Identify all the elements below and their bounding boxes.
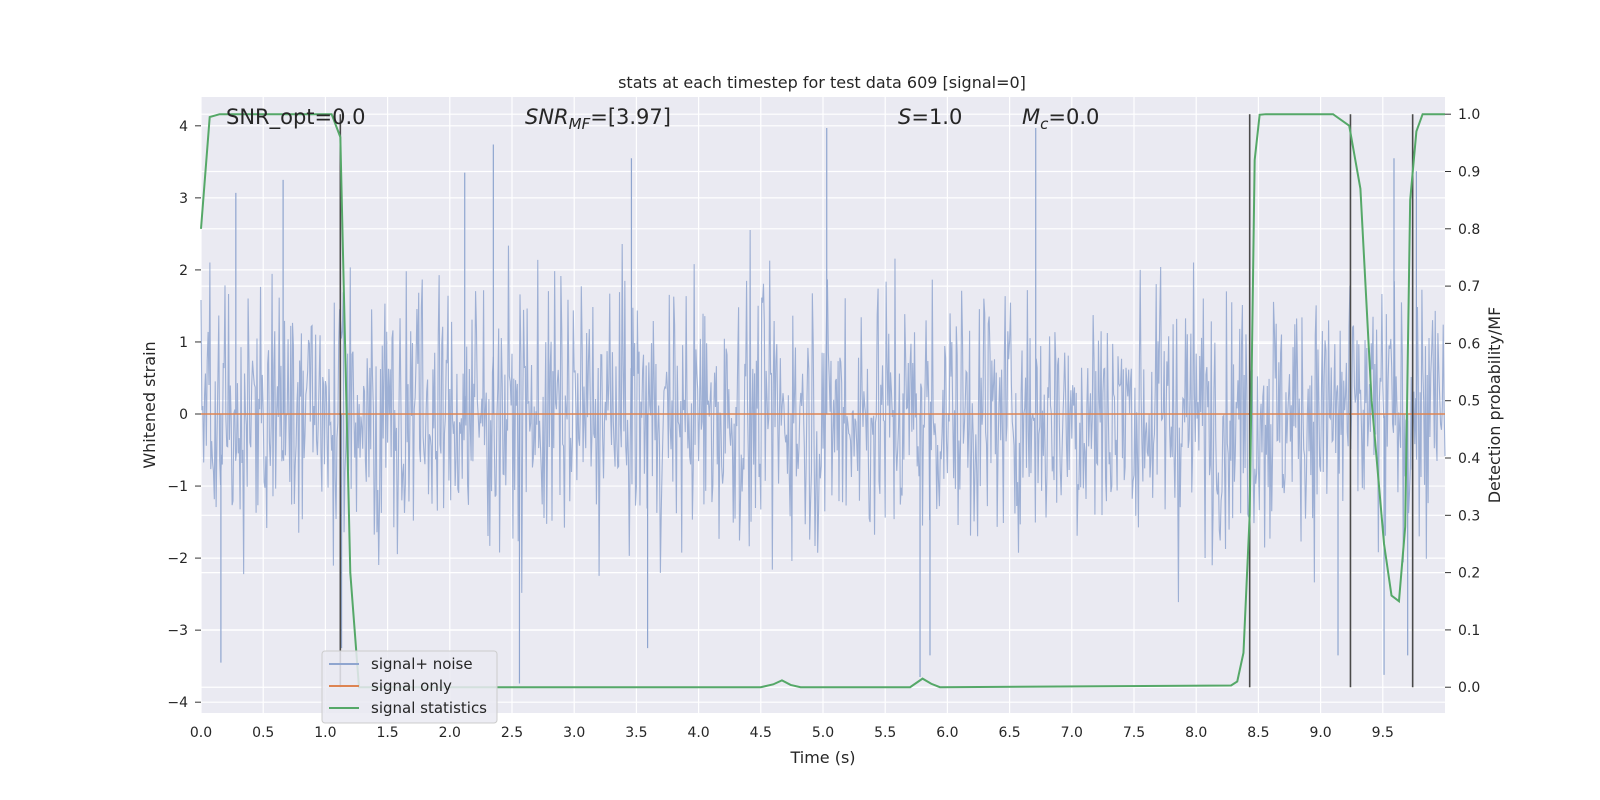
y-axis-ticks: 4 3 2 1 0 −1 −2 −3 −4 (167, 119, 201, 711)
x-tick-label: 2.5 (501, 725, 523, 741)
mc-annotation: Mc=0.0 (1022, 105, 1099, 133)
y2-tick-label: 0.6 (1458, 336, 1480, 352)
y2-axis-ticks: 1.0 0.9 0.8 0.7 0.6 0.5 0.4 0.3 0.2 0.1 0.0 (1445, 107, 1480, 696)
x-tick-label: 2.0 (439, 725, 461, 741)
y2-axis-label: Detection probability/MF (1485, 307, 1504, 504)
mc-value: =0.0 (1048, 105, 1099, 129)
y2-tick-label: 0.2 (1458, 566, 1480, 582)
y-tick-label: −1 (167, 479, 188, 495)
y2-tick-label: 1.0 (1458, 107, 1480, 123)
threshold-lines (339, 114, 1414, 688)
s-main: S (898, 105, 911, 129)
legend-box (321, 650, 498, 724)
y2-tick-label: 0.5 (1458, 394, 1480, 410)
x-tick-label: 7.5 (1123, 725, 1145, 741)
x-tick-label: 8.0 (1185, 725, 1207, 741)
x-tick-label: 7.0 (1061, 725, 1083, 741)
s-annotation: S=1.0 (898, 105, 962, 129)
x-tick-label: 3.0 (563, 725, 585, 741)
y2-tick-label: 0.9 (1458, 164, 1480, 180)
x-tick-label: 8.5 (1247, 725, 1269, 741)
y-tick-label: 2 (179, 263, 188, 279)
snr-opt-annotation: SNR_opt=0.0 (226, 105, 366, 130)
legend-label-signal-only: signal only (371, 677, 452, 695)
x-tick-label: 0.5 (252, 725, 274, 741)
x-tick-label: 6.5 (998, 725, 1020, 741)
snr-mf-main: SNR (525, 105, 569, 129)
x-tick-label: 9.0 (1309, 725, 1331, 741)
y-tick-label: 0 (179, 407, 188, 423)
x-tick-label: 5.5 (874, 725, 896, 741)
x-tick-label: 1.0 (314, 725, 336, 741)
y2-tick-label: 0.8 (1458, 222, 1480, 238)
x-axis-label: Time (s) (789, 748, 855, 767)
y-tick-label: −3 (167, 623, 188, 639)
x-tick-label: 0.0 (190, 725, 212, 741)
mc-sub: c (1040, 115, 1049, 133)
s-value: =1.0 (911, 105, 962, 129)
legend-label-noise: signal+ noise (371, 655, 473, 673)
snr-mf-value: =[3.97] (590, 105, 671, 129)
chart-title: stats at each timestep for test data 609… (618, 73, 1026, 92)
x-tick-label: 6.0 (936, 725, 958, 741)
x-tick-label: 4.5 (750, 725, 772, 741)
y-tick-label: −2 (167, 551, 188, 567)
y-tick-label: −4 (167, 695, 188, 711)
x-tick-label: 4.0 (687, 725, 709, 741)
y2-tick-label: 0.7 (1458, 279, 1480, 295)
y2-tick-label: 0.0 (1458, 680, 1480, 696)
mc-main: M (1022, 105, 1040, 129)
noise-trace (200, 229, 1446, 603)
x-tick-label: 5.0 (812, 725, 834, 741)
x-tick-label: 1.5 (376, 725, 398, 741)
signal-noise-series (200, 127, 1446, 684)
x-tick-label: 9.5 (1372, 725, 1394, 741)
y2-tick-label: 0.1 (1458, 623, 1480, 639)
y-tick-label: 1 (179, 335, 188, 351)
y-axis-label: Whitened strain (140, 341, 159, 468)
y-tick-label: 3 (179, 191, 188, 207)
y2-tick-label: 0.3 (1458, 508, 1480, 524)
y2-tick-label: 0.4 (1458, 451, 1480, 467)
y-tick-label: 4 (179, 119, 188, 135)
snr-mf-annotation: SNRMF=[3.97] (525, 105, 671, 133)
legend: signal+ noise signal only signal statist… (321, 650, 498, 724)
x-axis-ticks: 0.0 0.5 1.0 1.5 2.0 2.5 3.0 3.5 4.0 4.5 5.0 5.5 6.0 6… (190, 725, 1394, 741)
legend-label-statistics: signal statistics (371, 699, 487, 717)
x-tick-label: 3.5 (625, 725, 647, 741)
snr-mf-sub: MF (569, 115, 591, 133)
